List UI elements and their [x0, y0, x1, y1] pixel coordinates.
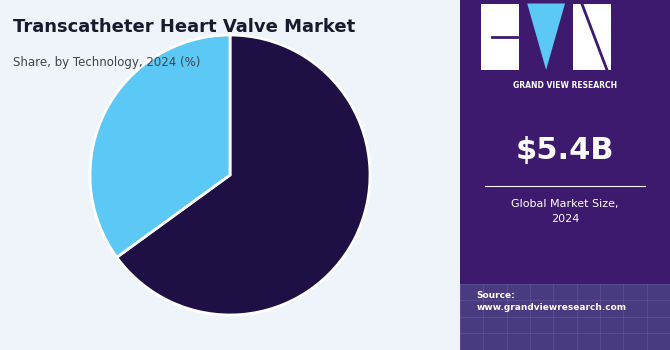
- Text: Transcatheter Heart Valve Market: Transcatheter Heart Valve Market: [13, 18, 356, 35]
- Wedge shape: [90, 35, 230, 257]
- Text: GRAND VIEW RESEARCH: GRAND VIEW RESEARCH: [513, 80, 617, 90]
- Legend: Self-Expanded Transcatheter Valve, Ballon Expanded Transcatheter Valve: Self-Expanded Transcatheter Valve, Ballo…: [14, 348, 446, 350]
- FancyBboxPatch shape: [574, 4, 611, 70]
- Text: $5.4B: $5.4B: [516, 136, 614, 165]
- FancyBboxPatch shape: [481, 4, 519, 70]
- Text: Global Market Size,
2024: Global Market Size, 2024: [511, 199, 619, 224]
- FancyBboxPatch shape: [460, 284, 670, 350]
- Wedge shape: [117, 35, 370, 315]
- FancyBboxPatch shape: [460, 0, 670, 350]
- Text: Share, by Technology, 2024 (%): Share, by Technology, 2024 (%): [13, 56, 201, 69]
- Text: Source:
www.grandviewresearch.com: Source: www.grandviewresearch.com: [477, 290, 627, 312]
- Polygon shape: [527, 4, 565, 70]
